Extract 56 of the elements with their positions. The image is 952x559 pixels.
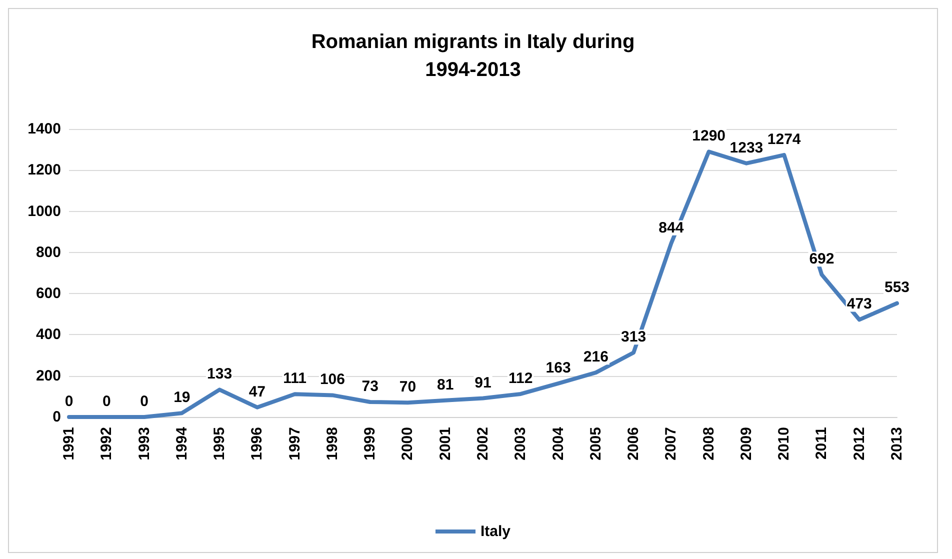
data-label: 473 — [846, 296, 872, 313]
x-tick-label: 2005 — [587, 427, 604, 460]
data-label: 163 — [546, 359, 571, 376]
x-tick-label: 1997 — [286, 427, 304, 460]
data-label: 0 — [102, 393, 111, 410]
x-tick-label: 2009 — [738, 427, 755, 460]
y-tick-label: 200 — [36, 367, 61, 384]
data-label: 216 — [583, 348, 608, 366]
data-label: 1274 — [767, 130, 802, 148]
data-label: 133 — [207, 366, 232, 383]
x-tick-label: 1996 — [248, 427, 266, 460]
x-tick-label: 2000 — [399, 427, 416, 460]
x-tick-label: 1991 — [60, 427, 78, 460]
data-label: 844 — [658, 219, 684, 236]
data-label: 81 — [437, 376, 454, 394]
data-label: 553 — [884, 279, 910, 296]
chart-title: Romanian migrants in Italy during 1994-2013 — [311, 31, 635, 81]
y-tick-label: 600 — [36, 285, 61, 302]
data-label: 0 — [64, 393, 74, 410]
x-tick-label: 2006 — [625, 427, 642, 460]
x-tick-label: 1999 — [362, 427, 379, 460]
data-label: 313 — [621, 328, 646, 346]
legend-label: Italy — [480, 523, 512, 540]
x-tick-label: 2010 — [776, 427, 793, 460]
data-label: 0 — [140, 393, 148, 410]
data-label: 111 — [283, 370, 307, 388]
x-tick-label: 2001 — [436, 427, 454, 460]
x-tick-label: 1993 — [136, 427, 153, 460]
x-tick-label: 2011 — [813, 427, 830, 460]
x-tick-label: 1994 — [173, 426, 190, 460]
data-label: 19 — [174, 389, 190, 406]
data-label: 1233 — [730, 139, 764, 156]
y-tick-label: 1200 — [28, 162, 61, 179]
x-tick-label: 2003 — [512, 427, 530, 460]
data-label: 70 — [399, 378, 416, 396]
x-tick-label: 1995 — [211, 427, 228, 460]
y-tick-label: 1000 — [28, 202, 61, 220]
y-tick-label: 800 — [36, 244, 61, 261]
x-tick-label: 2002 — [474, 427, 492, 460]
data-label: 73 — [362, 378, 378, 395]
x-tick-label: 2008 — [700, 427, 718, 460]
x-tick-label: 1992 — [98, 427, 116, 460]
y-tick-label: 400 — [36, 326, 61, 344]
y-tick-label: 0 — [52, 408, 61, 426]
x-tick-label: 2004 — [550, 426, 567, 460]
data-label: 1290 — [692, 128, 726, 145]
data-label: 692 — [809, 250, 834, 268]
y-tick-label: 1400 — [28, 120, 61, 138]
data-label: 106 — [320, 371, 345, 388]
x-tick-label: 1998 — [324, 427, 341, 460]
x-tick-label: 2007 — [662, 427, 680, 460]
data-label: 47 — [248, 383, 266, 400]
data-label: 112 — [508, 370, 533, 387]
data-label: 91 — [474, 374, 492, 392]
x-tick-label: 2013 — [888, 427, 906, 460]
x-tick-label: 2012 — [850, 427, 868, 460]
